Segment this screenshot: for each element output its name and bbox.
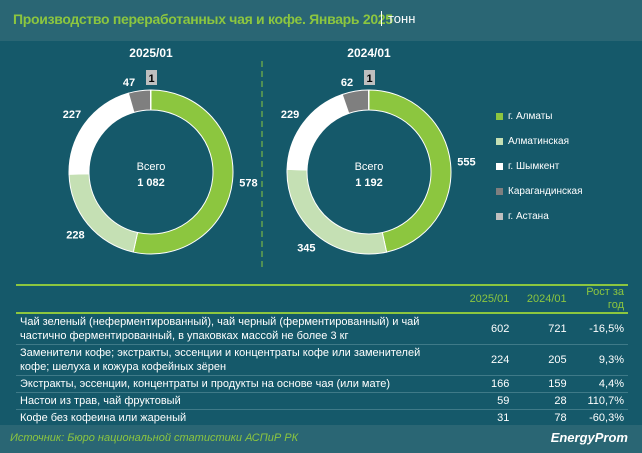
table-value: 59	[456, 392, 514, 410]
legend-item: г. Алматы	[496, 104, 583, 129]
table-value: 31	[456, 409, 514, 427]
legend-label: г. Астана	[508, 211, 549, 222]
legend-item: Алматинская	[496, 129, 583, 154]
legend-label: г. Алматы	[508, 111, 553, 122]
total-value: 1 082	[137, 177, 165, 189]
donut-slice	[132, 89, 234, 255]
table-value: 110,7%	[570, 392, 628, 410]
legend-label: Алматинская	[508, 136, 569, 147]
column-header: 2025/01	[469, 292, 510, 305]
legend-label: г. Шымкент	[508, 161, 560, 172]
total-label: Всего	[137, 161, 166, 173]
data-label: 345	[297, 242, 315, 254]
legend-swatch	[496, 113, 503, 120]
table-row: Экстракты, эссенции, концентраты и проду…	[16, 375, 628, 393]
legend-label: Карагандинская	[508, 186, 583, 197]
table-value: 9,3%	[570, 344, 628, 376]
donut-slice	[286, 93, 350, 171]
data-label: 578	[239, 178, 257, 190]
table-value: 78	[513, 409, 571, 427]
data-label: 1	[148, 73, 154, 85]
table-value: 224	[456, 344, 514, 376]
legend-swatch	[496, 138, 503, 145]
footer: Источник: Бюро национальной статистики А…	[0, 425, 642, 453]
data-label: 229	[281, 109, 299, 121]
legend-swatch	[496, 213, 503, 220]
table-category: Экстракты, эссенции, концентраты и проду…	[16, 375, 456, 393]
unit-label: тонн	[381, 11, 415, 26]
energyprom-logo: EnergyProm	[550, 430, 628, 445]
donut-slice	[68, 92, 135, 175]
table-value: 602	[456, 313, 514, 345]
table-value: -60,3%	[570, 409, 628, 427]
table-category: Настои из трав, чай фруктовый	[16, 392, 456, 410]
table-value: -16,5%	[570, 313, 628, 345]
chart-title: 2025/01	[129, 46, 173, 60]
column-header	[16, 285, 456, 313]
table-value: 166	[456, 375, 514, 393]
data-label: 228	[66, 229, 84, 241]
table-value: 159	[513, 375, 571, 393]
legend-swatch	[496, 188, 503, 195]
table-value: 28	[513, 392, 571, 410]
table-category: Заменители кофе; экстракты, эссенции и к…	[16, 344, 456, 376]
legend: г. Алматы Алматинская г. Шымкент Карагандин…	[496, 104, 583, 229]
total-label: Всего	[355, 161, 384, 173]
value-badge	[146, 70, 157, 85]
data-label: 1	[366, 73, 372, 85]
column-header: 2024/01	[526, 292, 567, 305]
chart-title: 2024/01	[347, 46, 391, 60]
donut-charts: 2025/01 578 228 227 47 1 Всего 1 082 2024/01 555 3…	[63, 46, 476, 271]
source-text: Источник: Бюро национальной статистики А…	[10, 432, 299, 444]
table-value: 205	[513, 344, 571, 376]
data-label: 47	[123, 77, 135, 89]
legend-item: Карагандинская	[496, 179, 583, 204]
column-header: Рост за год	[586, 286, 624, 311]
total-value: 1 192	[355, 177, 383, 189]
legend-swatch	[496, 163, 503, 170]
data-table: 2025/01 2024/01 Рост за год Чай зеленый (н…	[16, 284, 628, 427]
table-header: 2025/01 2024/01 Рост за год	[16, 285, 628, 313]
table-row: Настои из трав, чай фруктовый 59 28 110,7%	[16, 392, 628, 410]
table-value: 721	[513, 313, 571, 345]
table-value: 4,4%	[570, 375, 628, 393]
legend-item: г. Астана	[496, 204, 583, 229]
table-row: Заменители кофе; экстракты, эссенции и к…	[16, 344, 628, 376]
data-label: 555	[457, 156, 475, 168]
header: Производство переработанных чая и кофе. …	[0, 0, 642, 41]
table-category: Чай зеленый (неферментированный), чай че…	[16, 313, 456, 345]
table-row: Кофе без кофеина или жареный 31 78 -60,3%	[16, 409, 628, 427]
page-title: Производство переработанных чая и кофе. …	[13, 11, 393, 27]
legend-item: г. Шымкент	[496, 154, 583, 179]
value-badge	[364, 70, 375, 85]
data-label: 62	[341, 77, 353, 89]
data-label: 227	[63, 109, 81, 121]
table-category: Кофе без кофеина или жареный	[16, 409, 456, 427]
table-row: Чай зеленый (неферментированный), чай че…	[16, 313, 628, 345]
